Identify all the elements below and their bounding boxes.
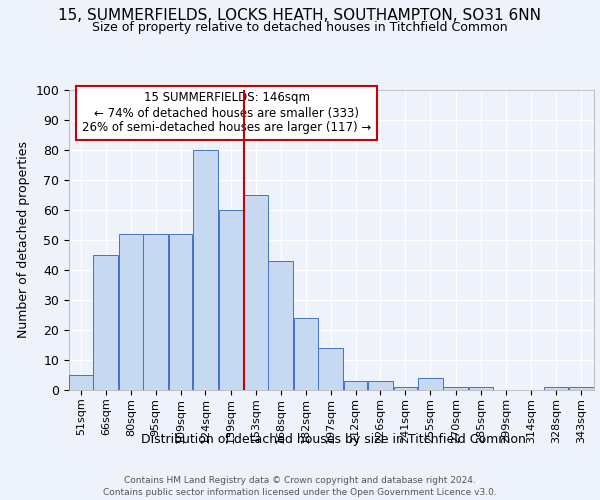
Bar <box>394 387 417 390</box>
Bar <box>368 381 393 390</box>
Bar <box>469 387 493 390</box>
Y-axis label: Number of detached properties: Number of detached properties <box>17 142 30 338</box>
Bar <box>318 348 343 390</box>
Bar <box>443 387 469 390</box>
Text: 15 SUMMERFIELDS: 146sqm
← 74% of detached houses are smaller (333)
26% of semi-d: 15 SUMMERFIELDS: 146sqm ← 74% of detache… <box>82 92 371 134</box>
Bar <box>344 381 367 390</box>
Bar <box>169 234 192 390</box>
Bar <box>268 261 293 390</box>
Bar <box>294 318 317 390</box>
Bar <box>218 210 244 390</box>
Bar <box>69 375 93 390</box>
Bar <box>143 234 168 390</box>
Bar <box>569 387 594 390</box>
Text: Distribution of detached houses by size in Titchfield Common: Distribution of detached houses by size … <box>140 432 526 446</box>
Bar <box>193 150 218 390</box>
Bar <box>93 255 118 390</box>
Text: Contains HM Land Registry data © Crown copyright and database right 2024.: Contains HM Land Registry data © Crown c… <box>124 476 476 485</box>
Bar <box>418 378 443 390</box>
Text: 15, SUMMERFIELDS, LOCKS HEATH, SOUTHAMPTON, SO31 6NN: 15, SUMMERFIELDS, LOCKS HEATH, SOUTHAMPT… <box>59 8 542 22</box>
Text: Contains public sector information licensed under the Open Government Licence v3: Contains public sector information licen… <box>103 488 497 497</box>
Bar <box>244 195 268 390</box>
Bar <box>544 387 568 390</box>
Bar <box>119 234 143 390</box>
Text: Size of property relative to detached houses in Titchfield Common: Size of property relative to detached ho… <box>92 21 508 34</box>
